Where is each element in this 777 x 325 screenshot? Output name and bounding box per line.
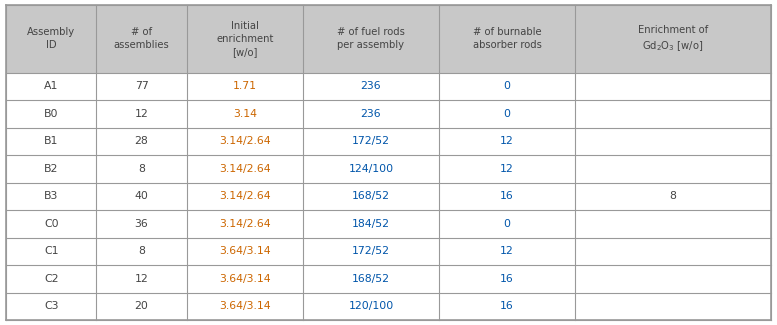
Text: 16: 16 [500,191,514,202]
Text: 172/52: 172/52 [352,246,390,256]
Text: 3.14/2.64: 3.14/2.64 [219,136,270,146]
Text: # of fuel rods
per assembly: # of fuel rods per assembly [337,27,405,50]
Text: C3: C3 [44,301,58,311]
Text: 120/100: 120/100 [348,301,393,311]
Text: 168/52: 168/52 [352,274,390,284]
Text: 8: 8 [670,191,676,202]
Text: 0: 0 [503,81,510,91]
Text: B1: B1 [44,136,58,146]
Text: 1.71: 1.71 [233,81,256,91]
Text: 12: 12 [500,246,514,256]
Text: Enrichment of
Gd$_2$O$_3$ [w/o]: Enrichment of Gd$_2$O$_3$ [w/o] [638,25,708,53]
Text: Initial
enrichment
[w/o]: Initial enrichment [w/o] [216,20,274,57]
Text: B0: B0 [44,109,58,119]
Text: 184/52: 184/52 [352,219,390,229]
Text: # of burnable
absorber rods: # of burnable absorber rods [472,27,542,50]
Text: 36: 36 [134,219,148,229]
Text: 236: 236 [361,109,382,119]
Text: A1: A1 [44,81,58,91]
Text: 0: 0 [503,219,510,229]
Text: C0: C0 [44,219,58,229]
Text: 12: 12 [134,274,148,284]
Text: 40: 40 [134,191,148,202]
Text: # of
assemblies: # of assemblies [113,27,169,50]
Text: 12: 12 [500,164,514,174]
Text: 3.64/3.14: 3.64/3.14 [219,274,270,284]
Text: B3: B3 [44,191,58,202]
Text: 16: 16 [500,274,514,284]
Bar [6,5,771,73]
Text: 236: 236 [361,81,382,91]
Text: 77: 77 [134,81,148,91]
Text: 0: 0 [503,109,510,119]
Text: 8: 8 [138,164,145,174]
Text: 3.64/3.14: 3.64/3.14 [219,301,270,311]
Text: 3.14/2.64: 3.14/2.64 [219,219,270,229]
Text: 3.14: 3.14 [233,109,256,119]
Text: 12: 12 [134,109,148,119]
Text: B2: B2 [44,164,58,174]
Text: 124/100: 124/100 [348,164,393,174]
Text: C1: C1 [44,246,58,256]
Text: 28: 28 [134,136,148,146]
Text: 16: 16 [500,301,514,311]
Text: 20: 20 [134,301,148,311]
Text: 3.64/3.14: 3.64/3.14 [219,246,270,256]
Text: C2: C2 [44,274,58,284]
Text: Assembly
ID: Assembly ID [27,27,75,50]
Text: 172/52: 172/52 [352,136,390,146]
Text: 168/52: 168/52 [352,191,390,202]
Text: 3.14/2.64: 3.14/2.64 [219,191,270,202]
Text: 3.14/2.64: 3.14/2.64 [219,164,270,174]
Text: 12: 12 [500,136,514,146]
Text: 8: 8 [138,246,145,256]
